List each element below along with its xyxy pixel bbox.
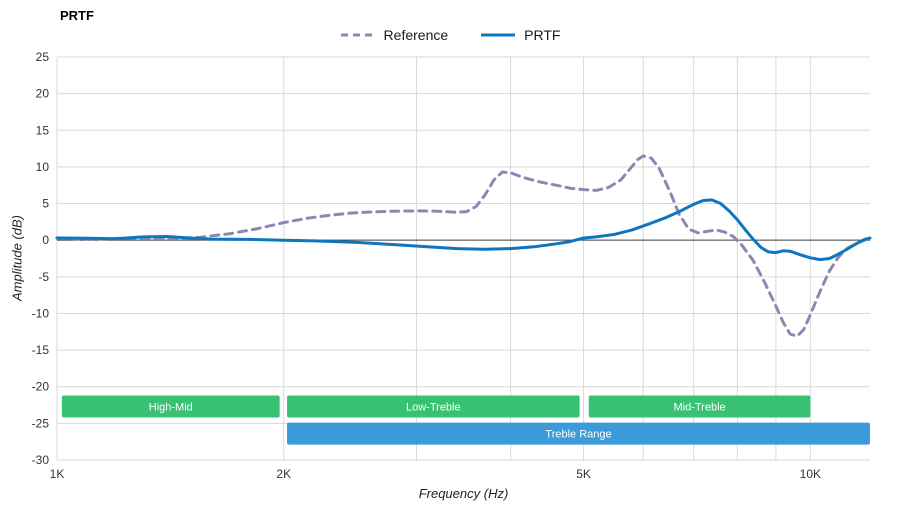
- svg-text:Low-Treble: Low-Treble: [406, 402, 461, 414]
- svg-text:-15: -15: [32, 343, 50, 357]
- svg-text:1K: 1K: [50, 467, 65, 481]
- svg-text:-20: -20: [32, 380, 50, 394]
- svg-text:0: 0: [42, 233, 49, 247]
- legend-item-reference: Reference: [340, 27, 449, 43]
- prtf-solid-line-icon: [481, 33, 516, 37]
- svg-text:Treble Range: Treble Range: [545, 429, 611, 441]
- series-reference: [55, 154, 872, 338]
- chart-title: PRTF: [60, 8, 94, 23]
- legend-item-prtf: PRTF: [480, 27, 560, 43]
- x-axis-label: Frequency (Hz): [418, 486, 509, 501]
- svg-text:20: 20: [36, 87, 50, 101]
- legend-label-prtf: PRTF: [524, 27, 561, 43]
- svg-text:15: 15: [36, 123, 50, 137]
- svg-text:5: 5: [42, 197, 49, 211]
- band-low-treble: Low-Treble: [287, 395, 580, 418]
- svg-text:25: 25: [36, 50, 50, 64]
- svg-text:5K: 5K: [576, 467, 591, 481]
- reference-dashed-line-icon: [340, 33, 375, 37]
- svg-text:High-Mid: High-Mid: [149, 402, 193, 414]
- svg-text:-25: -25: [32, 416, 50, 430]
- legend-label-reference: Reference: [383, 27, 449, 43]
- svg-text:-5: -5: [38, 270, 49, 284]
- gridlines: [56, 56, 870, 461]
- x-axis-tick-labels: 1K 2K 5K 10K: [50, 467, 821, 481]
- svg-text:10K: 10K: [800, 467, 821, 481]
- band-treble-range: Treble Range: [287, 422, 870, 445]
- svg-text:2K: 2K: [276, 467, 291, 481]
- band-mid-treble: Mid-Treble: [588, 395, 811, 418]
- band-high-mid: High-Mid: [61, 395, 280, 418]
- svg-text:10: 10: [36, 160, 50, 174]
- svg-text:Mid-Treble: Mid-Treble: [673, 402, 725, 414]
- svg-text:-10: -10: [32, 306, 50, 320]
- y-axis-tick-labels: 25 20 15 10 5 0 -5 -10 -15 -20 -25 -30: [32, 50, 50, 467]
- series-prtf: [55, 198, 872, 262]
- legend: Reference PRTF: [0, 27, 900, 43]
- svg-text:-30: -30: [32, 453, 50, 467]
